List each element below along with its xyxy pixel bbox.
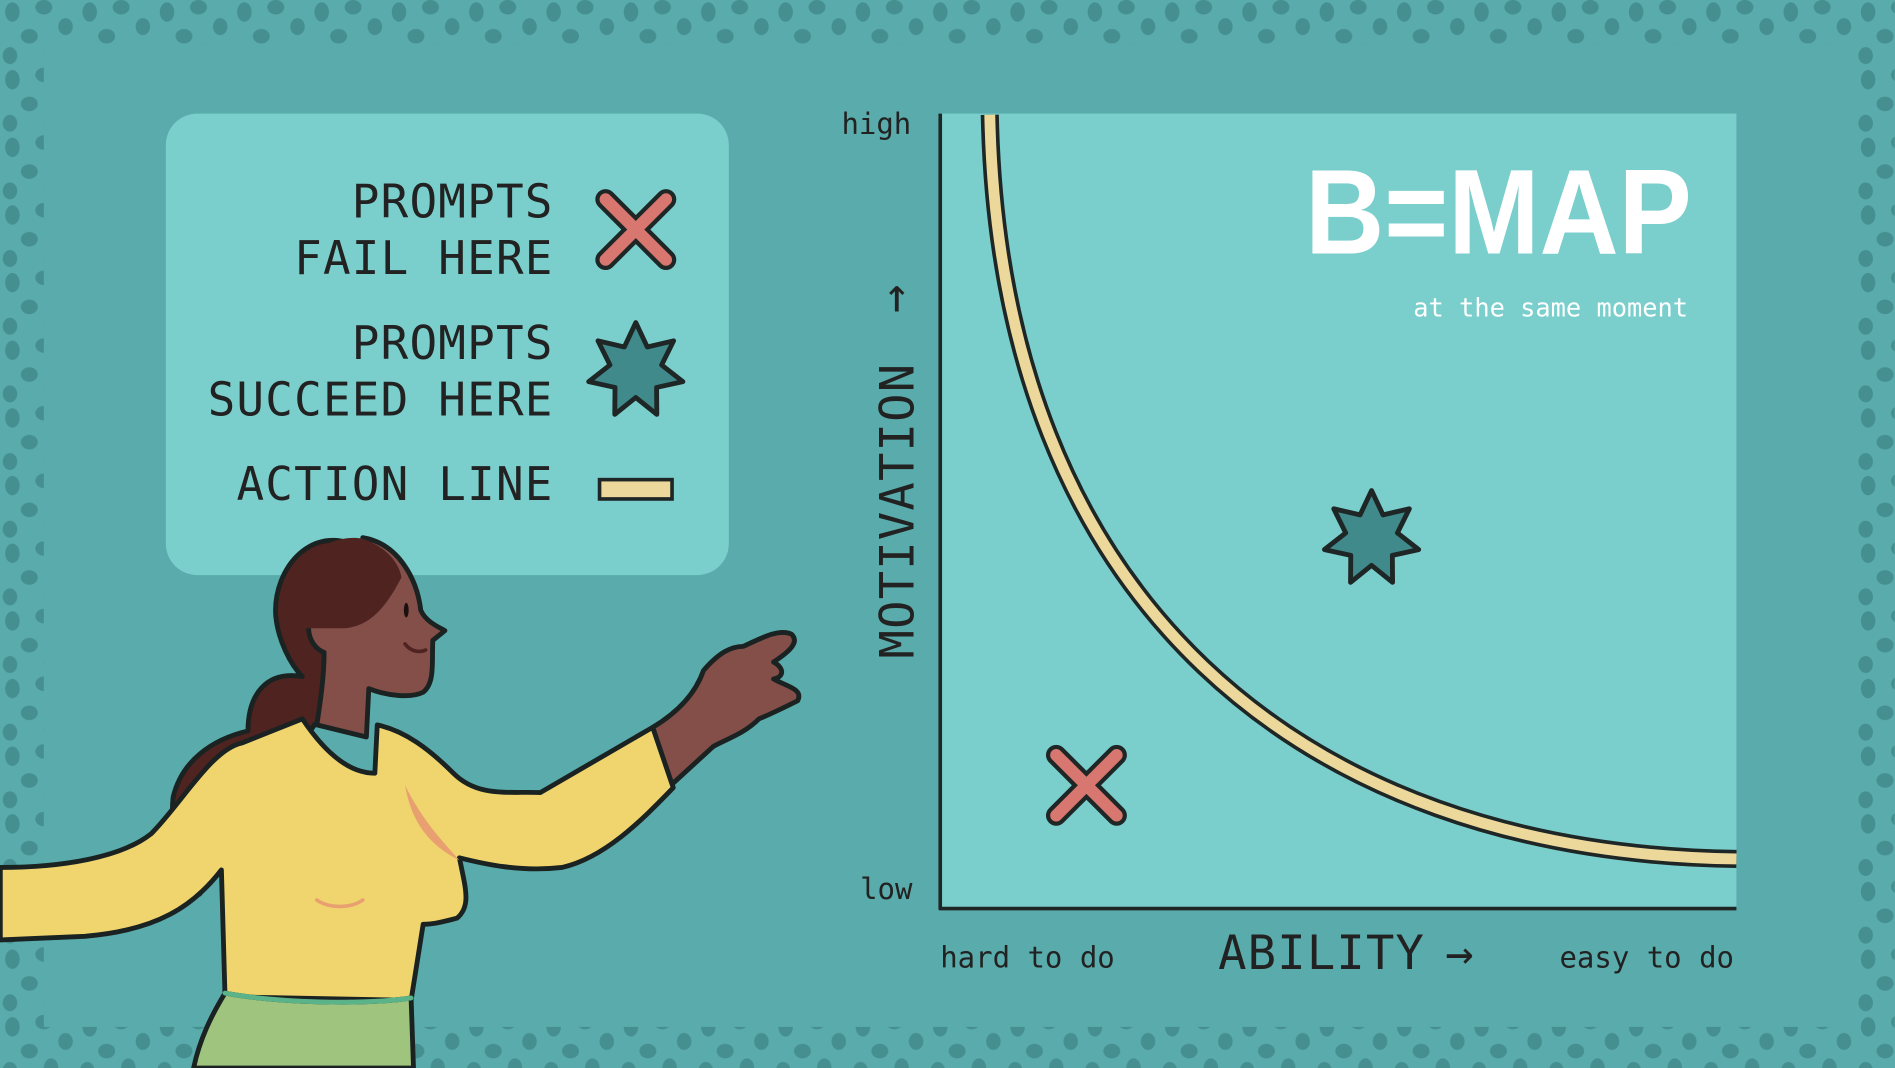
legend-fail-line2: FAIL HERE — [294, 231, 554, 285]
action-line — [984, 114, 1737, 865]
chart: B=MAP at the same moment high low hard t… — [841, 107, 1737, 981]
skirt — [191, 990, 416, 1068]
x-mark-icon — [595, 189, 677, 271]
x-axis-title: ABILITY — [1218, 926, 1425, 981]
shirt — [0, 716, 676, 1003]
x-axis-low-label: hard to do — [940, 941, 1115, 975]
x-axis-high-label: easy to do — [1559, 941, 1734, 975]
presenter-illustration — [0, 535, 802, 1068]
y-axis-high-label: high — [841, 107, 911, 141]
legend-succeed-line2: SUCCEED HERE — [208, 373, 554, 427]
legend-fail-line1: PROMPTS — [352, 174, 554, 228]
y-axis-low-label: low — [860, 872, 913, 906]
waistband — [222, 990, 414, 1005]
shirt-fold — [315, 898, 365, 909]
chart-subtitle: at the same moment — [1413, 293, 1688, 323]
star-burst-icon — [586, 320, 686, 417]
fail-x-marker — [1045, 744, 1127, 826]
pointing-hand — [650, 630, 802, 788]
legend-action-line: ACTION LINE — [236, 457, 553, 511]
legend-panel: PROMPTS FAIL HERE PROMPTS SUCCEED HERE A… — [165, 113, 729, 576]
smile — [403, 642, 428, 654]
y-axis-arrow: ↑ — [883, 269, 911, 324]
chart-title: B=MAP — [1305, 145, 1692, 280]
y-axis-title: MOTIVATION — [871, 363, 926, 659]
success-star-marker — [1322, 488, 1422, 585]
eye — [403, 602, 409, 618]
action-line-swatch — [597, 477, 674, 501]
legend-succeed-line1: PROMPTS — [352, 316, 554, 370]
x-axis-arrow: → — [1445, 926, 1473, 981]
